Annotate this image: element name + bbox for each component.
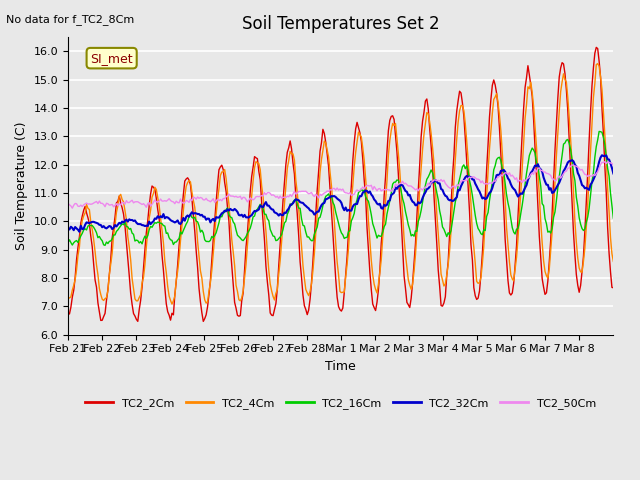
TC2_2Cm	[454, 98, 462, 104]
TC2_4Cm	[83, 202, 90, 207]
TC2_32Cm	[454, 187, 462, 193]
TC2_32Cm	[101, 225, 109, 230]
TC2_16Cm	[100, 242, 108, 248]
TC2_16Cm	[64, 240, 72, 245]
TC2_50Cm	[536, 165, 543, 171]
TC2_32Cm	[84, 220, 92, 226]
TC2_2Cm	[536, 233, 543, 239]
TC2_50Cm	[101, 204, 109, 210]
TC2_4Cm	[100, 298, 108, 303]
TC2_2Cm	[83, 210, 90, 216]
TC2_32Cm	[76, 229, 83, 235]
TC2_16Cm	[536, 174, 543, 180]
TC2_32Cm	[598, 152, 606, 158]
TC2_2Cm	[200, 319, 207, 324]
Line: TC2_16Cm: TC2_16Cm	[68, 132, 613, 245]
Text: No data for f_TC2_8Cm: No data for f_TC2_8Cm	[6, 14, 134, 25]
Y-axis label: Soil Temperature (C): Soil Temperature (C)	[15, 122, 28, 250]
TC2_50Cm	[608, 161, 616, 167]
TC2_2Cm	[608, 285, 616, 290]
TC2_16Cm	[608, 203, 616, 208]
TC2_2Cm	[64, 311, 72, 317]
Line: TC2_4Cm: TC2_4Cm	[68, 64, 613, 304]
TC2_50Cm	[609, 162, 617, 168]
TC2_4Cm	[536, 192, 543, 198]
TC2_16Cm	[83, 227, 90, 233]
TC2_32Cm	[608, 165, 616, 171]
TC2_16Cm	[595, 129, 603, 134]
TC2_32Cm	[609, 170, 617, 176]
Legend: TC2_2Cm, TC2_4Cm, TC2_16Cm, TC2_32Cm, TC2_50Cm: TC2_2Cm, TC2_4Cm, TC2_16Cm, TC2_32Cm, TC…	[81, 394, 600, 414]
TC2_50Cm	[64, 200, 72, 206]
TC2_50Cm	[346, 190, 354, 195]
TC2_2Cm	[100, 314, 108, 320]
TC2_4Cm	[609, 259, 617, 264]
TC2_50Cm	[454, 183, 462, 189]
TC2_4Cm	[594, 61, 602, 67]
TC2_50Cm	[84, 201, 92, 207]
TC2_16Cm	[346, 228, 354, 234]
TC2_2Cm	[593, 45, 600, 50]
Text: SI_met: SI_met	[90, 52, 133, 65]
TC2_16Cm	[609, 215, 617, 221]
TC2_50Cm	[68, 205, 76, 211]
TC2_4Cm	[346, 223, 354, 229]
TC2_2Cm	[346, 204, 354, 209]
Line: TC2_2Cm: TC2_2Cm	[68, 48, 613, 322]
TC2_4Cm	[454, 119, 462, 125]
TC2_4Cm	[168, 301, 176, 307]
TC2_2Cm	[609, 285, 617, 291]
Line: TC2_32Cm: TC2_32Cm	[68, 155, 613, 232]
Title: Soil Temperatures Set 2: Soil Temperatures Set 2	[242, 15, 440, 33]
TC2_16Cm	[101, 242, 109, 248]
TC2_50Cm	[601, 159, 609, 165]
Line: TC2_50Cm: TC2_50Cm	[68, 162, 613, 208]
TC2_32Cm	[64, 225, 72, 231]
TC2_32Cm	[346, 208, 354, 214]
TC2_16Cm	[454, 182, 462, 188]
TC2_4Cm	[64, 295, 72, 300]
X-axis label: Time: Time	[325, 360, 356, 373]
TC2_4Cm	[608, 251, 616, 256]
TC2_32Cm	[536, 165, 543, 171]
